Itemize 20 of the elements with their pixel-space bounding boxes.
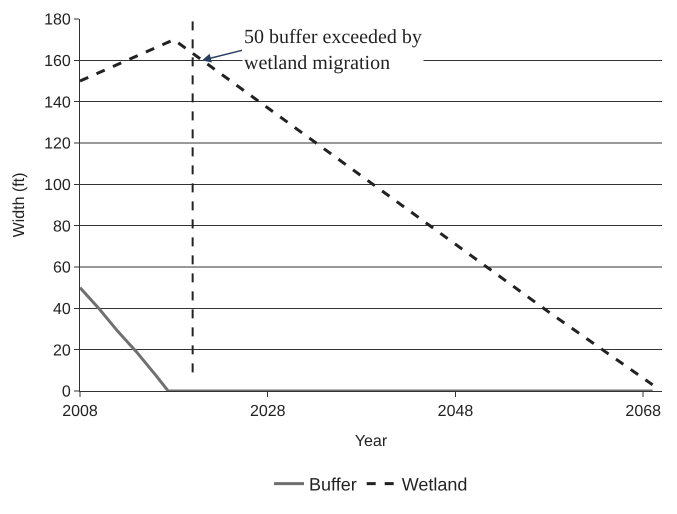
x-tick-label: 2028 bbox=[250, 403, 286, 420]
y-tick-label: 120 bbox=[44, 136, 71, 153]
line-series bbox=[80, 286, 654, 391]
y-tick-label: 40 bbox=[53, 300, 71, 318]
y-tick-label: 180 bbox=[44, 12, 71, 29]
x-tick-label: 2008 bbox=[62, 403, 98, 420]
legend-label: Wetland bbox=[402, 474, 468, 495]
x-tick-label: 2048 bbox=[438, 403, 474, 420]
y-tick-label: 140 bbox=[44, 94, 71, 112]
x-axis-title: Year bbox=[354, 432, 388, 450]
y-tick-label: 160 bbox=[44, 52, 71, 70]
y-tick-label: 60 bbox=[53, 260, 71, 277]
y-tick-label: 0 bbox=[62, 384, 71, 401]
y-tick-label: 100 bbox=[44, 176, 71, 194]
x-tick-label: 2068 bbox=[625, 403, 662, 420]
y-tick-label: 20 bbox=[53, 342, 71, 360]
y-axis-title: Width (ft) bbox=[10, 172, 28, 238]
legend-label: Buffer bbox=[309, 474, 357, 495]
annotation: 50 buffer exceeded by wetland migration bbox=[244, 26, 422, 74]
y-tick-label: 80 bbox=[53, 218, 71, 236]
